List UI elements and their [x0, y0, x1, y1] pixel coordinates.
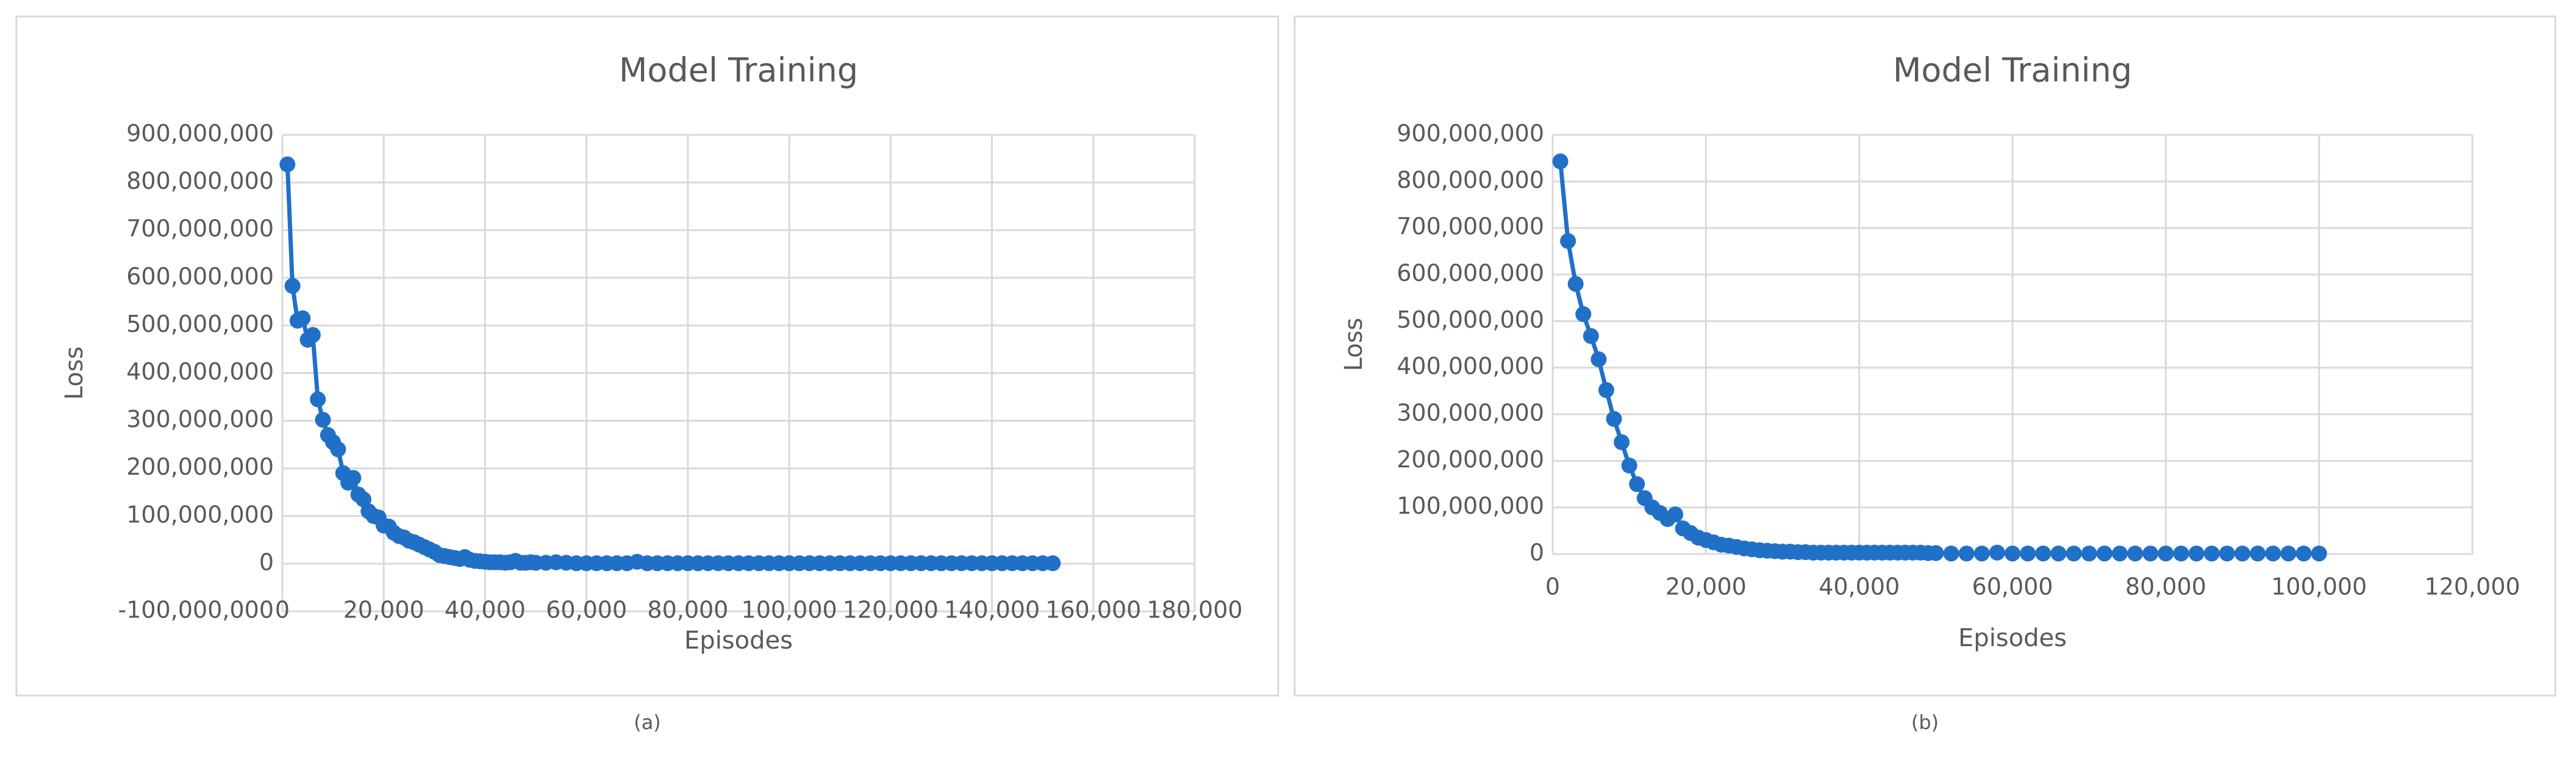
marker: [1614, 434, 1630, 450]
marker: [284, 278, 301, 294]
marker: [2142, 545, 2159, 562]
x-tick-label: 20,000: [343, 597, 424, 624]
marker: [1590, 351, 1607, 367]
y-tick-label: 700,000,000: [1397, 213, 1544, 240]
marker: [2020, 545, 2036, 562]
x-tick-label: 160,000: [1045, 597, 1141, 624]
marker: [2050, 545, 2067, 562]
y-tick-label: 800,000,000: [1397, 167, 1544, 193]
marker: [1667, 506, 1684, 523]
marker: [2311, 545, 2327, 562]
x-tick-label: 120,000: [843, 597, 939, 624]
marker: [1621, 457, 1637, 473]
caption: (a): [634, 711, 661, 734]
y-tick-label: 500,000,000: [1397, 306, 1544, 333]
line: [285, 164, 1053, 566]
marker: [2219, 545, 2235, 562]
y-tick-label: 600,000,000: [126, 263, 274, 290]
y-tick-label: 600,000,000: [1397, 260, 1544, 287]
y-tick-label: 900,000,000: [1397, 120, 1544, 147]
marker: [2158, 545, 2174, 562]
line: [1558, 161, 2319, 556]
marker: [2295, 545, 2312, 562]
marker: [2005, 545, 2020, 562]
chart-title: Model Training: [619, 51, 858, 90]
x-tick-label: 40,000: [445, 597, 526, 624]
marker: [1928, 545, 1944, 561]
x-tick-label: 120,000: [2424, 574, 2520, 600]
y-tick-label: 400,000,000: [126, 358, 274, 385]
marker: [355, 491, 371, 508]
x-tick-label: 80,000: [647, 597, 728, 624]
marker: [2096, 545, 2113, 562]
x-tick-label: 60,000: [546, 597, 627, 624]
panel-border: [15, 15, 1279, 697]
x-tick-label: 40,000: [1819, 574, 1900, 600]
y-tick-label: -100,000,000: [118, 597, 274, 624]
marker: [1629, 476, 1645, 492]
x-axis-title: Episodes: [684, 627, 793, 655]
x-tick-label: 0: [1545, 574, 1560, 600]
marker: [1575, 306, 1592, 322]
marker: [310, 391, 326, 408]
marker: [1583, 328, 1599, 344]
y-tick-label: 900,000,000: [126, 120, 274, 147]
marker: [2173, 545, 2189, 562]
marker: [1606, 411, 1622, 427]
x-tick-label: 60,000: [1972, 574, 2053, 600]
marker: [1567, 276, 1584, 292]
y-tick-label: 800,000,000: [126, 168, 274, 195]
marker: [2234, 545, 2250, 562]
marker: [295, 310, 311, 326]
marker: [345, 470, 362, 486]
x-tick-label: 80,000: [2125, 574, 2206, 600]
y-tick-label: 200,000,000: [126, 453, 274, 480]
x-axis-title: Episodes: [1958, 624, 2067, 652]
marker: [1560, 233, 1576, 250]
y-axis-title: Loss: [60, 347, 88, 400]
marker: [304, 327, 321, 344]
x-tick-label: 20,000: [1665, 574, 1747, 600]
marker: [2280, 545, 2297, 562]
chart-title: Model Training: [1893, 51, 2132, 90]
x-tick-label: 0: [275, 597, 290, 624]
y-tick-label: 300,000,000: [1397, 400, 1544, 426]
marker: [1958, 545, 1975, 562]
marker: [1598, 382, 1614, 398]
marker: [1943, 545, 1959, 562]
marker: [1045, 555, 1061, 572]
marker: [2081, 545, 2097, 562]
caption: (b): [1911, 711, 1939, 734]
x-tick-label: 100,000: [742, 597, 837, 624]
marker: [2066, 545, 2082, 562]
y-tick-label: 500,000,000: [126, 311, 274, 337]
y-tick-label: 400,000,000: [1397, 353, 1544, 380]
marker: [2265, 545, 2281, 562]
y-tick-label: 0: [1530, 539, 1544, 566]
marker: [315, 412, 331, 428]
marker: [2111, 545, 2128, 562]
y-tick-label: 0: [259, 549, 274, 575]
marker: [2203, 545, 2220, 562]
marker: [2250, 545, 2266, 562]
marker: [1973, 545, 1990, 562]
y-axis-title: Loss: [1340, 318, 1368, 372]
marker: [2035, 545, 2052, 562]
y-tick-label: 200,000,000: [1397, 446, 1544, 473]
marker: [2188, 545, 2205, 562]
y-tick-label: 100,000,000: [1397, 492, 1544, 519]
panel-border: [1293, 15, 2556, 697]
marker: [330, 441, 346, 458]
y-tick-label: 100,000,000: [126, 501, 274, 528]
y-tick-label: 700,000,000: [126, 215, 274, 242]
y-tick-label: 300,000,000: [126, 406, 274, 433]
marker: [1552, 153, 1569, 170]
x-tick-label: 180,000: [1147, 597, 1242, 624]
marker: [2127, 545, 2144, 562]
marker: [1989, 544, 2005, 561]
marker: [279, 156, 296, 173]
x-tick-label: 100,000: [2271, 574, 2367, 600]
x-tick-label: 140,000: [944, 597, 1040, 624]
